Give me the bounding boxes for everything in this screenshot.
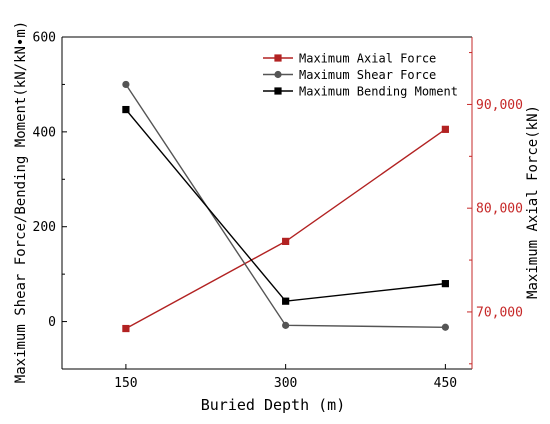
x-tick-label: 150 <box>114 376 137 391</box>
maximum-shear-force-point <box>122 80 130 89</box>
maximum-bending-moment-point <box>282 297 290 305</box>
maximum-axial-force-point <box>441 125 449 133</box>
x-tick-label: 450 <box>434 376 457 391</box>
maximum-bending-moment-point <box>441 280 449 288</box>
maximum-axial-force-point <box>282 237 290 245</box>
maximum-shear-force-point <box>282 321 290 329</box>
y-axis-left-title: Maximum Shear Force/Bending Moment(kN/kN… <box>13 21 29 383</box>
maximum-bending-moment-line <box>125 109 446 302</box>
y-left-tick-label: 600 <box>33 31 56 46</box>
maximum-shear-force-point <box>441 323 449 331</box>
maximum-bending-moment-point <box>122 105 130 114</box>
plot-frame <box>61 36 473 370</box>
legend-marker-maximum-bending-moment <box>274 87 282 95</box>
legend-label-maximum-shear-force: Maximum Shear Force <box>299 68 436 82</box>
series-layer <box>122 80 449 333</box>
maximum-axial-force-point <box>122 324 130 333</box>
legend-marker-maximum-axial-force <box>274 54 282 62</box>
x-tick-label: 300 <box>274 376 297 391</box>
y-right-tick-label: 70,000 <box>476 305 523 320</box>
x-axis-title: Buried Depth (m) <box>201 396 346 414</box>
y-left-tick-label: 200 <box>33 220 56 235</box>
y-axis-left: 0 200 400 600 <box>33 31 67 370</box>
y-left-tick-label: 0 <box>48 315 56 330</box>
y-axis-right: 70,000 80,000 90,000 <box>467 52 523 365</box>
legend-label-maximum-bending-moment: Maximum Bending Moment <box>299 85 458 99</box>
legend-marker-maximum-shear-force <box>274 70 282 79</box>
y-left-tick-label: 400 <box>33 125 56 140</box>
legend: Maximum Axial Force Maximum Shear Force Ma… <box>263 52 458 99</box>
maximum-shear-force-line <box>125 84 446 328</box>
legend-label-maximum-axial-force: Maximum Axial Force <box>299 52 436 66</box>
y-right-tick-label: 80,000 <box>476 202 523 217</box>
y-right-tick-label: 90,000 <box>476 98 523 113</box>
x-axis: 150 300 450 <box>114 364 457 391</box>
y-axis-right-title: Maximum Axial Force(kN) <box>525 105 541 299</box>
